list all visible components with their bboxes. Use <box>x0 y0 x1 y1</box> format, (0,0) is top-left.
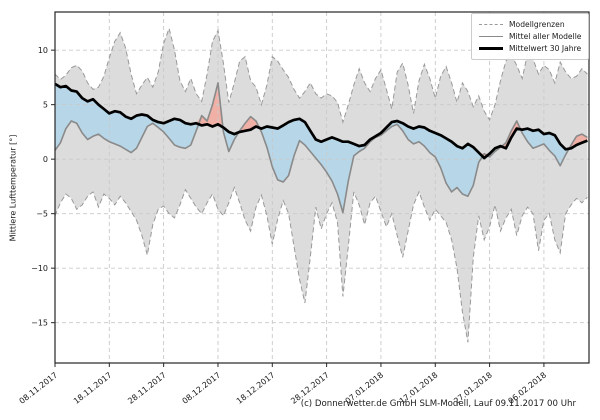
gray-line-icon <box>479 36 503 37</box>
legend-item-mittelwert-30-jahre: Mittelwert 30 Jahre <box>479 43 582 54</box>
legend-label: Mittel aller Modelle <box>509 31 582 41</box>
legend: Modellgrenzen Mittel aller Modelle Mitte… <box>471 13 589 60</box>
model-range-band <box>55 28 588 343</box>
y-tick-label-2: 0 <box>43 155 48 164</box>
y-tick-label-4: −10 <box>31 264 48 273</box>
legend-item-mittel-aller-modelle: Mittel aller Modelle <box>479 31 582 42</box>
below-normal-fill <box>55 83 588 213</box>
x-tick-label-4: 18.12.2017 <box>235 370 277 405</box>
x-tick-label-0: 08.11.2017 <box>18 370 60 405</box>
legend-label: Modellgrenzen <box>509 19 565 29</box>
y-axis-label: Mittlere Lufttemperatur [°] <box>8 134 18 242</box>
copyright-caption: (c) Donnerwetter.de GmbH SLM-Modell, Lau… <box>300 399 576 409</box>
dashed-line-icon <box>479 24 503 25</box>
y-tick-label-3: −5 <box>36 209 48 218</box>
x-tick-label-3: 08.12.2017 <box>181 370 223 405</box>
y-tick-label-1: 5 <box>43 100 48 109</box>
model-mean-line <box>54 82 588 214</box>
upper-bound-line <box>54 26 588 124</box>
x-tick-label-1: 18.11.2017 <box>72 370 114 405</box>
y-tick-label-0: 10 <box>38 46 48 55</box>
climate-mean-line <box>54 82 588 160</box>
legend-label: Mittelwert 30 Jahre <box>509 43 582 53</box>
y-tick-label-5: −15 <box>31 318 48 327</box>
lower-bound-line <box>54 186 588 343</box>
black-line-icon <box>479 47 503 50</box>
x-tick-label-2: 28.11.2017 <box>126 370 168 405</box>
plot-frame <box>54 11 590 364</box>
legend-item-modellgrenzen: Modellgrenzen <box>479 19 582 30</box>
